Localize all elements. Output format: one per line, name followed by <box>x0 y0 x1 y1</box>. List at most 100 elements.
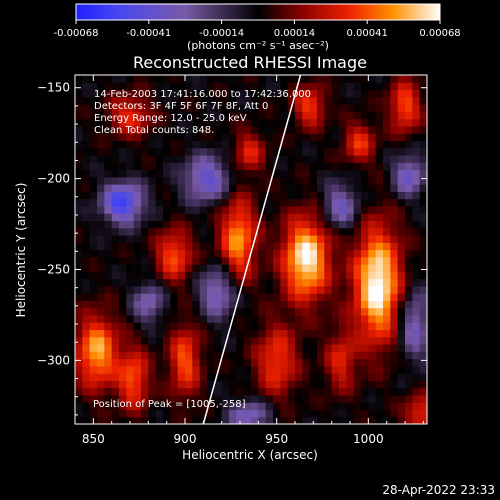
heatmap-cell <box>368 329 377 338</box>
heatmap-cell <box>302 220 311 229</box>
heatmap-cell <box>375 220 384 229</box>
heatmap-cell <box>280 242 289 251</box>
heatmap-cell <box>89 380 98 389</box>
heatmap-cell <box>390 271 399 280</box>
heatmap-cell <box>199 89 208 98</box>
heatmap-cell <box>163 409 171 418</box>
heatmap-cell <box>141 89 149 98</box>
heatmap-cell <box>104 373 113 381</box>
heatmap-cell <box>155 82 164 91</box>
heatmap-cell <box>331 278 340 287</box>
heatmap-cell <box>302 104 311 112</box>
heatmap-cell <box>280 184 289 192</box>
heatmap-cell <box>302 322 311 331</box>
heatmap-cell <box>89 314 98 323</box>
heatmap-cell <box>397 373 406 381</box>
heatmap-cell <box>346 293 355 301</box>
heatmap-cell <box>75 322 83 331</box>
heatmap-cell <box>331 365 340 374</box>
heatmap-cell <box>229 409 237 418</box>
heatmap-cell <box>339 154 347 163</box>
heatmap-cell <box>163 96 171 105</box>
heatmap-cell <box>346 147 355 156</box>
heatmap-cell <box>383 227 391 236</box>
heatmap-cell <box>265 82 274 91</box>
heatmap-cell <box>82 394 91 403</box>
heatmap-cell <box>346 220 355 229</box>
heatmap-cell <box>331 176 340 185</box>
heatmap-cell <box>75 234 83 243</box>
heatmap-cell <box>383 300 391 309</box>
heatmap-cell <box>346 104 355 112</box>
heatmap-cell <box>243 96 252 105</box>
heatmap-cell <box>405 402 413 411</box>
heatmap-cell <box>221 380 230 389</box>
heatmap-cell <box>75 104 83 112</box>
heatmap-cell <box>185 169 193 178</box>
heatmap-cell <box>82 111 91 120</box>
heatmap-cell <box>82 118 91 127</box>
heatmap-cell <box>324 205 333 214</box>
heatmap-cell <box>368 133 377 142</box>
heatmap-cell <box>221 249 230 258</box>
heatmap-cell <box>339 162 347 171</box>
heatmap-cell <box>346 285 355 294</box>
heatmap-cell <box>251 96 259 105</box>
heatmap-cell <box>375 380 384 389</box>
heatmap-cell <box>287 271 296 280</box>
heatmap-cell <box>214 278 223 287</box>
heatmap-cell <box>361 322 369 331</box>
heatmap-cell <box>375 314 384 323</box>
heatmap-cell <box>397 322 406 331</box>
heatmap-cell <box>148 256 157 265</box>
heatmap-cell <box>273 227 281 236</box>
heatmap-cell <box>390 169 399 178</box>
heatmap-cell <box>207 169 215 178</box>
heatmap-cell <box>309 169 318 178</box>
heatmap-cell <box>339 96 347 105</box>
heatmap-cell <box>331 162 340 171</box>
heatmap-cell <box>192 198 201 207</box>
heatmap-cell <box>412 220 421 229</box>
heatmap-cell <box>383 205 391 214</box>
heatmap-cell <box>177 329 186 338</box>
heatmap-cell <box>207 314 215 323</box>
heatmap-cell <box>287 169 296 178</box>
heatmap-cell <box>163 402 171 411</box>
heatmap-cell <box>155 358 164 367</box>
heatmap-cell <box>397 394 406 403</box>
heatmap-cell <box>133 358 142 367</box>
heatmap-cell <box>185 89 193 98</box>
heatmap-cell <box>309 125 318 134</box>
heatmap-cell <box>75 373 83 381</box>
heatmap-cell <box>82 133 91 142</box>
heatmap-cell <box>192 293 201 301</box>
heatmap-cell <box>258 387 267 396</box>
heatmap-cell <box>207 293 215 301</box>
heatmap-cell <box>155 373 164 381</box>
heatmap-cell <box>331 220 340 229</box>
heatmap-cell <box>148 111 157 120</box>
heatmap-cell <box>251 176 259 185</box>
heatmap-cell <box>126 300 135 309</box>
heatmap-cell <box>375 89 384 98</box>
heatmap-cell <box>192 249 201 258</box>
heatmap-cell <box>192 140 201 149</box>
heatmap-cell <box>265 344 274 352</box>
heatmap-cell <box>375 125 384 134</box>
heatmap-cell <box>265 111 274 120</box>
heatmap-cell <box>251 256 259 265</box>
heatmap-cell <box>251 249 259 258</box>
heatmap-cell <box>82 409 91 418</box>
heatmap-cell <box>199 271 208 280</box>
heatmap-cell <box>97 198 105 207</box>
heatmap-cell <box>361 336 369 345</box>
heatmap-cell <box>361 329 369 338</box>
heatmap-cell <box>280 169 289 178</box>
heatmap-cell <box>346 387 355 396</box>
heatmap-cell <box>280 380 289 389</box>
heatmap-cell <box>397 293 406 301</box>
heatmap-cell <box>119 264 127 272</box>
heatmap-cell <box>309 307 318 316</box>
heatmap-cell <box>346 358 355 367</box>
